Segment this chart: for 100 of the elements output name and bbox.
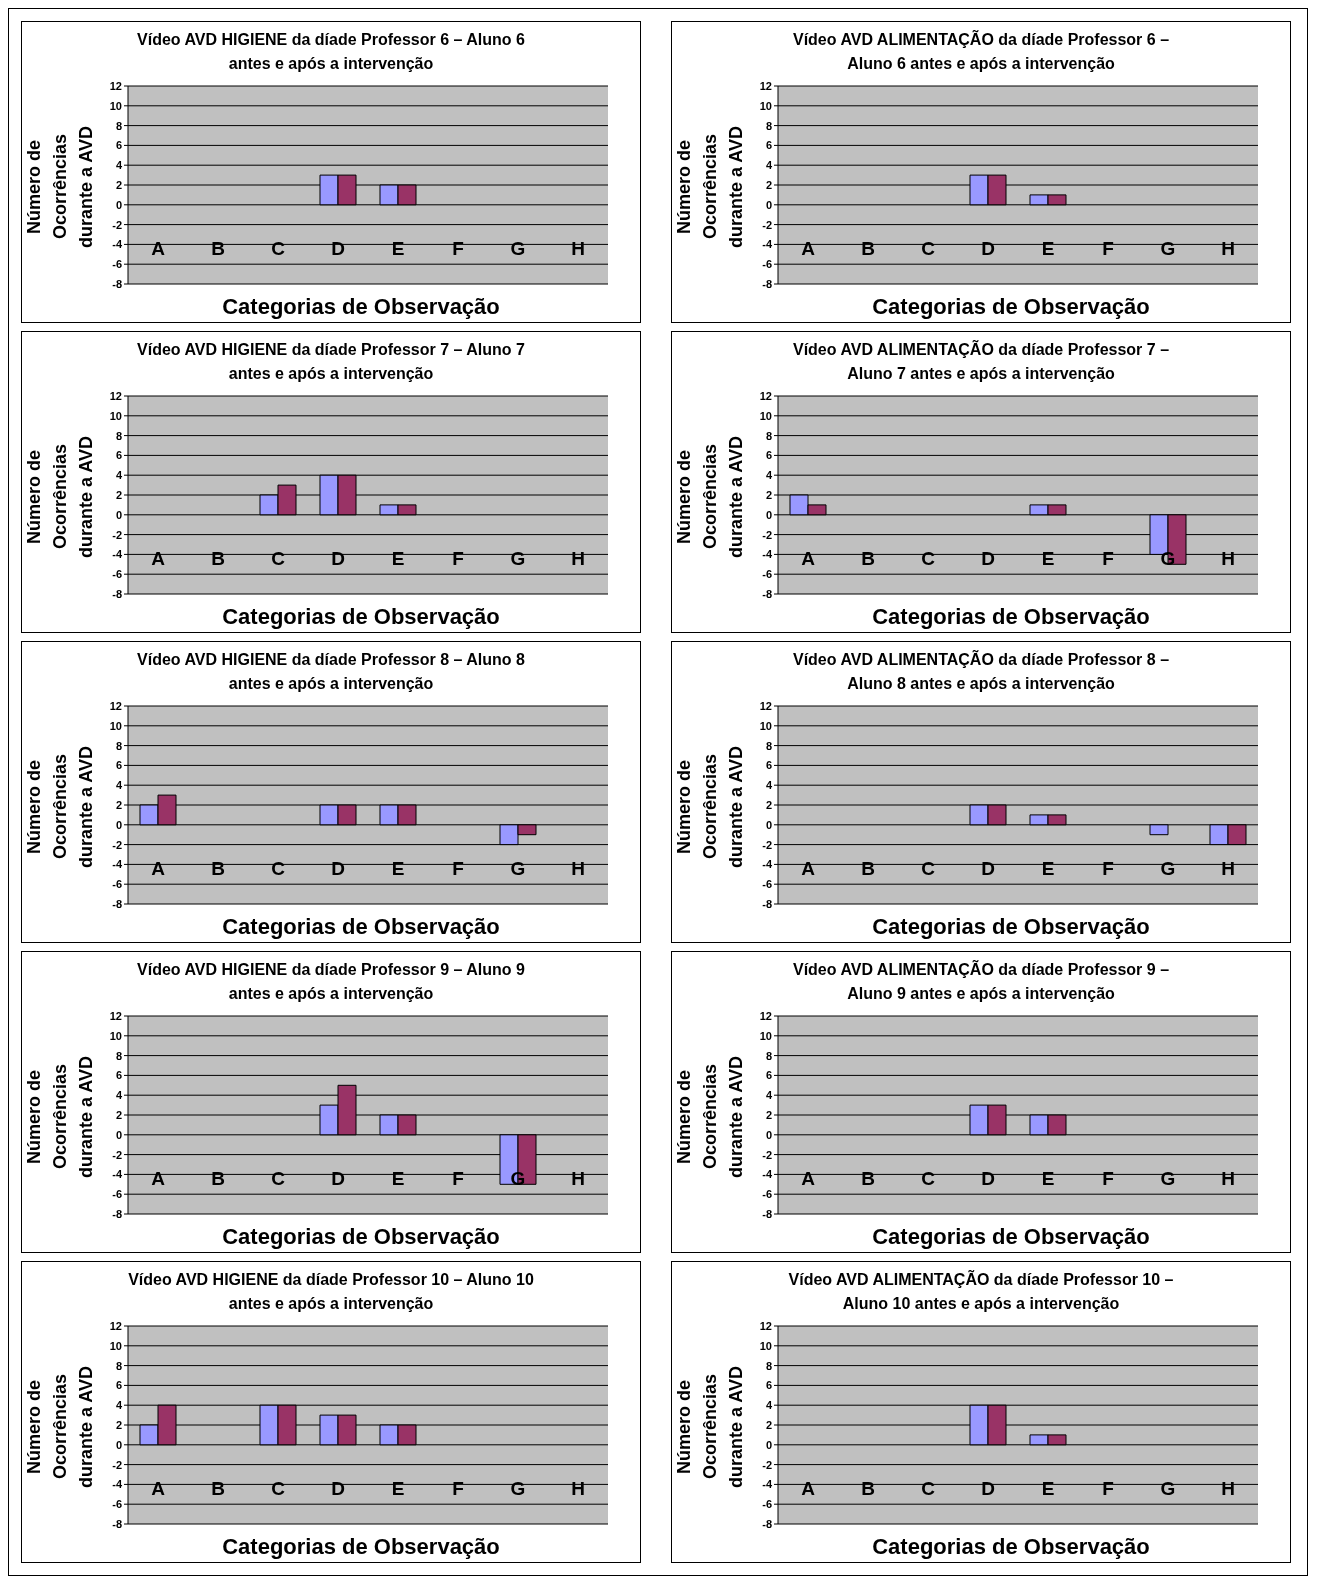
y-tick-label: -4: [762, 1478, 773, 1491]
y-tick-label: 12: [109, 389, 122, 402]
y-tick-label: 2: [765, 1418, 772, 1431]
y-tick-label: 2: [115, 178, 122, 191]
x-tick-label: G: [510, 858, 526, 880]
y-tick-label: 2: [765, 178, 772, 191]
y-tick-label: 6: [765, 1069, 772, 1082]
x-tick-label: H: [571, 548, 585, 570]
y-tick-label: 4: [115, 469, 123, 482]
y-tick-label: 12: [109, 1009, 122, 1022]
y-tick-label: 6: [115, 1379, 122, 1392]
x-tick-label: D: [331, 238, 345, 260]
y-tick-label: 0: [115, 1438, 122, 1451]
x-tick-label: B: [861, 858, 875, 880]
x-tick-label: C: [271, 548, 286, 570]
x-tick-label: A: [801, 238, 816, 260]
x-tick-label: F: [1102, 1478, 1114, 1500]
y-tick-label: -8: [762, 277, 772, 290]
x-tick-label: A: [151, 548, 166, 570]
y-tick-label: 2: [115, 1108, 122, 1121]
x-tick-label: G: [510, 548, 526, 570]
x-tick-label: G: [510, 1168, 526, 1190]
chart-title: Vídeo AVD HIGIENE da díade Professor 6 – Aluno 6 antes e após a intervenção: [136, 30, 526, 74]
chart-title: Vídeo AVD ALIMENTAÇÃO da díade Professor 7 – Aluno 7 antes e após a intervenção: [791, 339, 1171, 384]
x-tick-label: F: [452, 238, 464, 260]
y-tick-label: 0: [115, 198, 122, 211]
x-tick-label: D: [331, 1478, 345, 1500]
chart-title: Vídeo AVD ALIMENTAÇÃO da díade Professor 9 – Aluno 9 antes e após a intervenção: [791, 959, 1171, 1004]
y-tick-label: 8: [115, 1359, 122, 1372]
y-tick-label: -4: [112, 1168, 123, 1181]
x-tick-label: H: [571, 1478, 585, 1500]
y-axis-title: Número de Ocorrências durante a AVD: [673, 434, 747, 560]
x-tick-label: C: [921, 548, 936, 570]
y-tick-label: 10: [759, 1339, 772, 1352]
y-tick-label: 4: [765, 1089, 773, 1102]
y-tick-label: -2: [112, 218, 122, 231]
x-tick-label: B: [861, 548, 875, 570]
x-tick-label: D: [981, 858, 995, 880]
x-tick-label: H: [571, 858, 585, 880]
y-tick-label: -8: [112, 897, 122, 910]
x-tick-label: D: [981, 1478, 995, 1500]
x-tick-label: H: [1221, 238, 1235, 260]
y-tick-label: -4: [112, 858, 123, 871]
y-tick-label: 4: [115, 1089, 123, 1102]
y-tick-label: 0: [765, 1438, 772, 1451]
y-tick-label: -4: [762, 548, 773, 561]
x-tick-label: C: [921, 858, 936, 880]
y-tick-label: 8: [765, 429, 772, 442]
y-tick-label: -8: [762, 1517, 772, 1530]
x-tick-label: D: [981, 1168, 995, 1190]
y-tick-label: 8: [115, 739, 122, 752]
y-tick-label: 12: [109, 699, 122, 712]
y-tick-label: 4: [765, 1399, 773, 1412]
y-tick-label: 10: [759, 719, 772, 732]
y-tick-label: 8: [115, 1049, 122, 1062]
y-tick-label: 12: [109, 1319, 122, 1332]
y-tick-label: 10: [109, 1339, 122, 1352]
x-axis-title: Categorias de Observação: [871, 604, 1151, 630]
y-tick-label: 10: [109, 99, 122, 112]
x-tick-label: E: [391, 1478, 405, 1500]
y-tick-label: -8: [112, 587, 122, 600]
y-tick-label: 10: [759, 1029, 772, 1042]
y-tick-label: -6: [762, 1188, 772, 1201]
x-tick-label: B: [861, 238, 875, 260]
x-tick-label: H: [571, 238, 585, 260]
x-axis-title: Categorias de Observação: [871, 1534, 1151, 1560]
y-tick-label: 6: [765, 759, 772, 772]
x-tick-label: C: [271, 1168, 286, 1190]
y-tick-label: -2: [112, 838, 122, 851]
x-tick-label: A: [151, 1478, 166, 1500]
y-tick-label: 12: [759, 1009, 772, 1022]
y-tick-label: 2: [115, 798, 122, 811]
y-tick-label: 0: [765, 1128, 772, 1141]
x-tick-label: E: [1041, 858, 1055, 880]
y-tick-label: 2: [765, 798, 772, 811]
chart-title: Vídeo AVD HIGIENE da díade Professor 10 – Aluno 10 antes e após a intervenção: [127, 1270, 535, 1314]
y-tick-label: -6: [112, 1498, 122, 1511]
y-tick-label: 8: [765, 1049, 772, 1062]
x-tick-label: D: [981, 238, 995, 260]
y-tick-label: 10: [109, 1029, 122, 1042]
y-tick-label: -2: [762, 838, 772, 851]
x-tick-label: C: [271, 1478, 286, 1500]
x-tick-label: D: [981, 548, 995, 570]
y-tick-label: -6: [112, 878, 122, 891]
y-tick-label: -6: [762, 878, 772, 891]
y-tick-label: -2: [762, 528, 772, 541]
y-tick-label: -8: [762, 587, 772, 600]
x-tick-label: E: [1041, 1478, 1055, 1500]
y-axis-title: Número de Ocorrências durante a AVD: [23, 434, 97, 560]
y-tick-label: -6: [762, 258, 772, 271]
chart-title: Vídeo AVD HIGIENE da díade Professor 8 – Aluno 8 antes e após a intervenção: [136, 650, 526, 694]
y-tick-label: 12: [109, 79, 122, 92]
x-axis-title: Categorias de Observação: [221, 294, 501, 320]
x-tick-label: G: [1160, 858, 1176, 880]
y-axis-title: Número de Ocorrências durante a AVD: [23, 124, 97, 250]
y-tick-label: -6: [762, 1498, 772, 1511]
y-tick-label: 10: [109, 719, 122, 732]
y-tick-label: -2: [112, 1148, 122, 1161]
y-tick-label: 2: [115, 488, 122, 501]
x-tick-label: F: [452, 1168, 464, 1190]
